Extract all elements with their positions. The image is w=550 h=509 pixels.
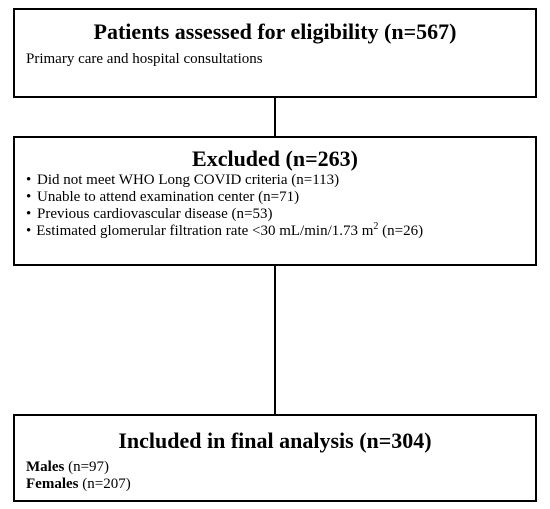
bullet-icon: • [26, 223, 32, 239]
connector-line-top [274, 97, 276, 137]
excluded-box: Excluded (n=263) • Did not meet WHO Long… [13, 136, 537, 266]
females-count: (n=207) [78, 476, 131, 492]
females-row: Females (n=207) [26, 476, 131, 493]
exclusion-item-count: (n=26) [378, 223, 424, 239]
exclusion-item-text: Unable to attend examination center (n=7… [37, 189, 300, 205]
exclusion-item: • Previous cardiovascular disease (n=53) [26, 206, 516, 223]
exclusion-item: • Estimated glomerular filtration rate <3… [26, 221, 516, 240]
bullet-icon: • [26, 189, 32, 205]
exclusion-item-text: Did not meet WHO Long COVID criteria (n=… [37, 172, 340, 188]
exclusion-item: • Unable to attend examination center (n… [26, 189, 516, 206]
assessed-subtitle: Primary care and hospital consultations [26, 51, 263, 67]
exclusion-item-text: Previous cardiovascular disease (n=53) [37, 206, 273, 222]
exclusion-list: • Did not meet WHO Long COVID criteria (… [26, 172, 516, 240]
connector-line-bottom [274, 265, 276, 415]
exclusion-item-text: Estimated glomerular filtration rate <30… [36, 223, 374, 239]
exclusion-item: • Did not meet WHO Long COVID criteria (… [26, 172, 516, 189]
assessed-title: Patients assessed for eligibility (n=567… [93, 19, 457, 44]
superscript: 2 [373, 221, 379, 232]
included-box: Included in final analysis (n=304) Males… [13, 414, 537, 502]
bullet-icon: • [26, 172, 32, 188]
excluded-title: Excluded (n=263) [192, 146, 358, 171]
males-row: Males (n=97) [26, 459, 109, 476]
males-count: (n=97) [64, 459, 110, 475]
males-label: Males [26, 459, 65, 475]
assessed-box: Patients assessed for eligibility (n=567… [13, 8, 537, 98]
females-label: Females [26, 476, 79, 492]
included-title: Included in final analysis (n=304) [118, 428, 432, 453]
bullet-icon: • [26, 206, 32, 222]
